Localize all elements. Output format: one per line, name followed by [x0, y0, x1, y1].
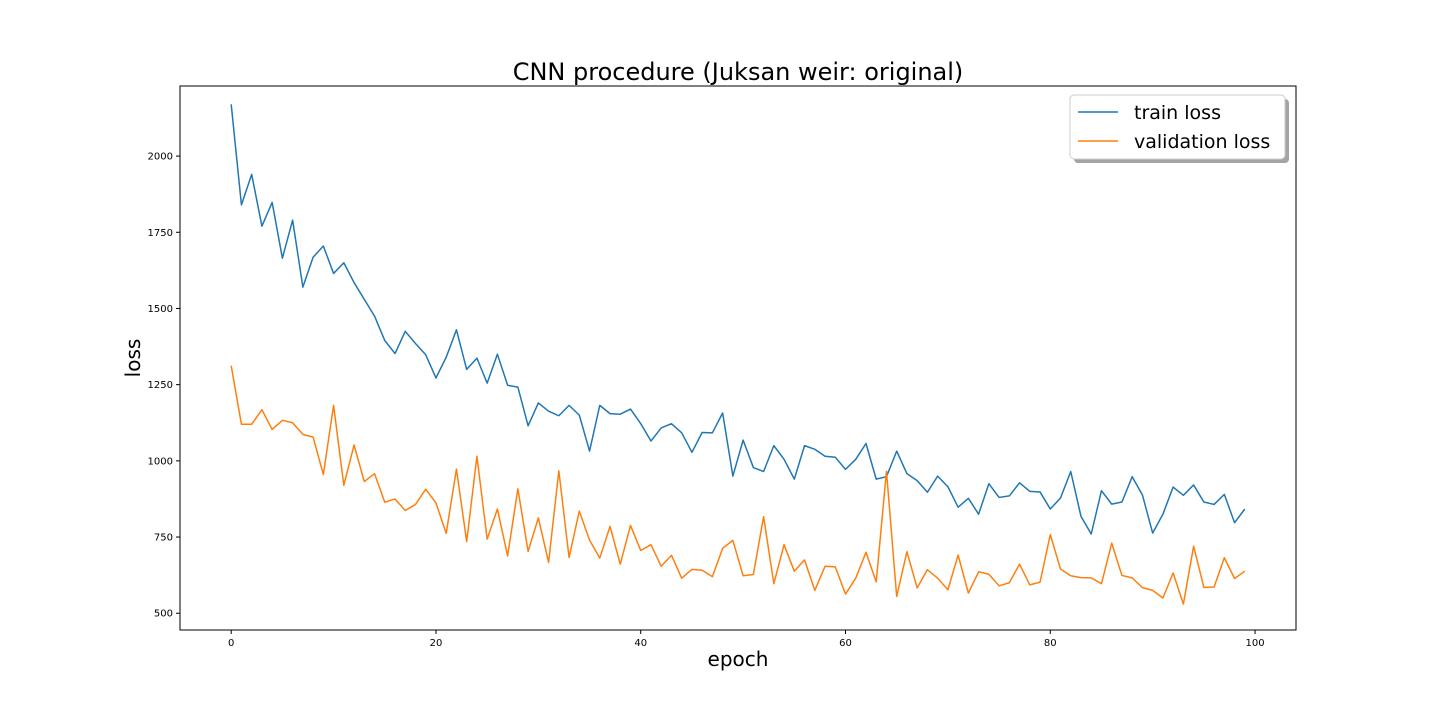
x-tick-label: 40 — [634, 638, 647, 649]
plot-area — [179, 85, 1297, 631]
x-tick-label: 60 — [839, 638, 852, 649]
legend-box — [1069, 94, 1286, 160]
y-tick-label: 500 — [154, 609, 173, 620]
legend-label-train-loss: train loss — [1134, 102, 1221, 124]
y-tick-label: 1500 — [148, 304, 173, 315]
series-layer — [230, 104, 1246, 605]
y-tick-label: 1000 — [148, 456, 173, 467]
legend: train loss validation loss — [1069, 94, 1289, 163]
chart-title: CNN procedure (Juksan weir: original) — [513, 58, 964, 86]
y-axis: 500 750 1000 1250 1500 1750 2000 — [148, 152, 180, 620]
plot-background — [180, 86, 1296, 630]
x-axis: 0 20 40 60 80 100 — [228, 630, 1265, 649]
y-tick-label: 1250 — [148, 380, 173, 391]
y-tick-label: 1750 — [148, 228, 173, 239]
x-tick-label: 20 — [430, 638, 443, 649]
y-axis-label: loss — [121, 339, 145, 378]
x-tick-label: 0 — [228, 638, 234, 649]
plot-frame — [179, 85, 1297, 631]
x-axis-label: epoch — [708, 647, 769, 671]
x-tick-label: 100 — [1245, 638, 1264, 649]
y-tick-label: 750 — [154, 533, 173, 544]
series-line-train-loss — [230, 104, 1246, 535]
x-tick-label: 80 — [1044, 638, 1057, 649]
series-line-validation-loss — [230, 365, 1246, 605]
legend-label-validation-loss: validation loss — [1134, 131, 1270, 153]
y-tick-label: 2000 — [148, 152, 173, 163]
